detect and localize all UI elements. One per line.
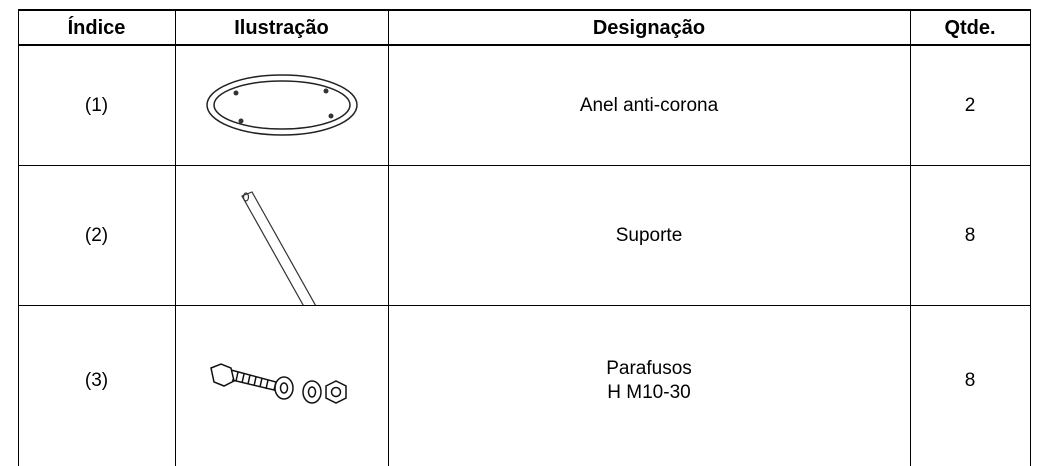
quantity-cell: 8: [964, 224, 976, 246]
column-header: Ilustração: [234, 16, 329, 39]
ring-illustration: [206, 74, 358, 136]
designation: Anel anti-corona: [579, 94, 719, 116]
rule: [18, 44, 1031, 46]
designation-cell: Anel anti-corona: [388, 46, 910, 165]
rule: [1030, 10, 1031, 466]
rule: [18, 9, 1031, 11]
rule: [18, 165, 1031, 166]
quantity-cell: 8: [964, 370, 976, 391]
rule: [18, 10, 19, 466]
index-cell: (2): [84, 224, 109, 246]
bolt-illustration: [210, 363, 347, 404]
designation: Suporte: [615, 224, 683, 246]
designation: H M10-30: [607, 382, 691, 403]
index-cell: (1): [84, 94, 109, 116]
designation-cell: Parafusos H M10-30: [388, 306, 910, 456]
designation-cell: Suporte: [388, 166, 910, 305]
rule: [388, 10, 389, 466]
index-cell: (3): [84, 370, 109, 391]
quantity-cell: 2: [964, 94, 976, 116]
column-header: Índice: [67, 16, 126, 39]
rule: [910, 10, 911, 466]
column-header: Designação: [592, 16, 706, 39]
rule: [175, 10, 176, 466]
rule: [18, 305, 1031, 306]
column-header: Qtde.: [944, 16, 996, 39]
designation: Parafusos: [606, 358, 692, 379]
support-illustration: [241, 191, 317, 305]
